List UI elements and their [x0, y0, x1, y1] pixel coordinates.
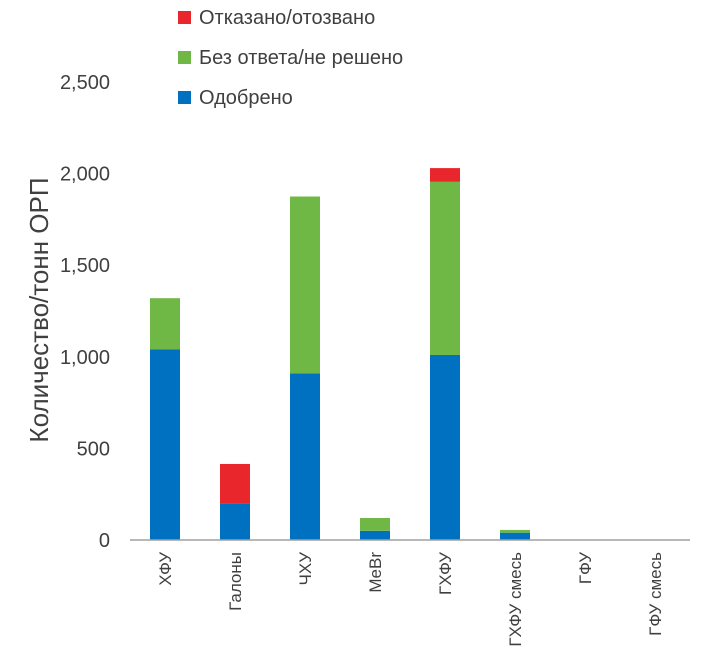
bar-segment	[290, 196, 320, 374]
y-tick-label: 2,500	[60, 72, 110, 94]
x-tick-label: MeBr	[366, 552, 385, 593]
y-axis-title: Количество/тонн ОРП	[24, 177, 54, 442]
y-tick-label: 1,500	[60, 255, 110, 277]
bar-segment	[150, 298, 180, 350]
bars	[150, 168, 530, 540]
legend-swatch	[178, 11, 191, 24]
bar-segment	[220, 503, 250, 540]
x-tick-label: ЧХУ	[296, 552, 315, 586]
y-tick-label: 500	[77, 438, 110, 460]
legend: Отказано/отозвано Без ответа/не решено Одо…	[178, 7, 403, 109]
y-axis-ticks: 0 500 1,000 1,500 2,000 2,500	[60, 72, 110, 552]
bar-segment	[500, 529, 530, 533]
x-tick-label: Галоны	[226, 552, 245, 611]
x-tick-label: ХФУ	[156, 552, 175, 586]
bar-segment	[360, 530, 390, 540]
legend-label: Без ответа/не решено	[199, 47, 403, 69]
x-tick-label: ГХФУ	[436, 552, 455, 595]
bar-segment	[430, 181, 460, 355]
bar-segment	[220, 463, 250, 504]
x-tick-label: ГФУ	[576, 552, 595, 584]
legend-label: Отказано/отозвано	[199, 7, 375, 29]
bar-segment	[290, 373, 320, 540]
y-tick-label: 2,000	[60, 164, 110, 186]
bar-segment	[430, 354, 460, 540]
x-tick-label: ГФУ смесь	[646, 552, 665, 636]
bar-segment	[430, 168, 460, 182]
legend-label: Одобрено	[199, 87, 293, 109]
bar-segment	[150, 349, 180, 540]
bar-segment	[500, 532, 530, 540]
y-tick-label: 0	[99, 530, 110, 552]
x-tick-label: ГХФУ смесь	[506, 552, 525, 647]
x-axis-labels: ХФУ Галоны ЧХУ MeBr ГХФУ ГХФУ смесь ГФУ ГФУ сме…	[156, 552, 665, 647]
legend-swatch	[178, 51, 191, 64]
y-tick-label: 1,000	[60, 347, 110, 369]
legend-swatch	[178, 91, 191, 104]
bar-segment	[360, 518, 390, 531]
